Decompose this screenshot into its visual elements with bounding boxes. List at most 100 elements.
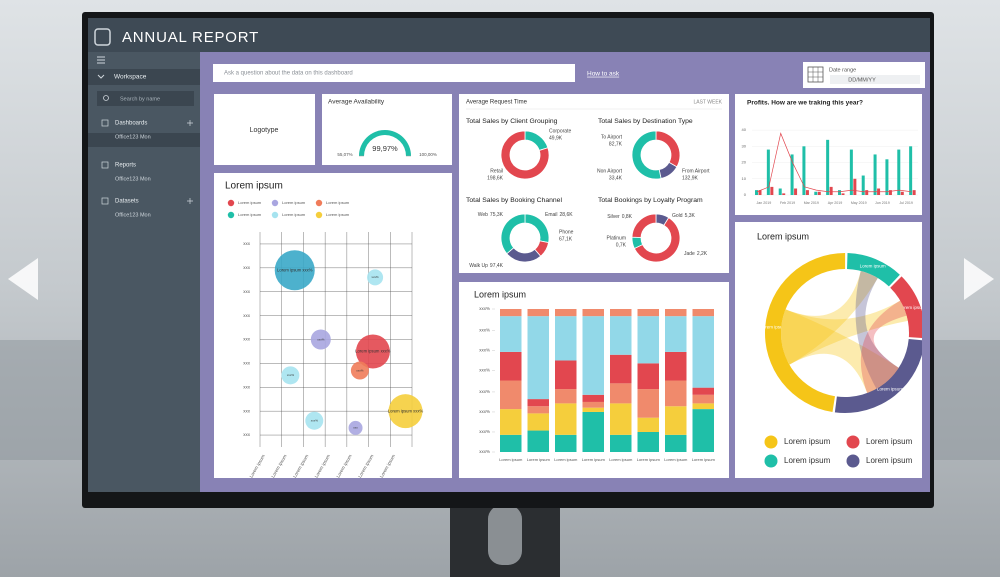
label: Lorem ipsum: [238, 200, 262, 205]
bubble: [310, 329, 331, 350]
bar: [766, 149, 770, 195]
bar: [909, 146, 913, 195]
label[interactable]: Office123 Mon: [115, 176, 151, 182]
bar-segment: [692, 403, 714, 410]
label: 49,9K: [549, 135, 563, 141]
label: Lorem ipsum: [225, 181, 283, 192]
bubble: [350, 361, 369, 380]
bar-segment: [527, 316, 549, 400]
prev-arrow[interactable]: [8, 258, 38, 300]
date-input[interactable]: [830, 75, 920, 84]
label[interactable]: Office123 Mon: [115, 212, 151, 218]
bar-segment: [582, 407, 604, 412]
bar-segment: [555, 360, 577, 390]
label: Lorem ipsum: [326, 212, 350, 217]
bar-segment: [665, 351, 687, 381]
bubble-label: xxx%: [371, 275, 379, 279]
chord-arc: [765, 253, 846, 413]
label: Lorem ipsum: [860, 264, 886, 269]
label[interactable]: Reports: [115, 163, 136, 169]
y-tick-label: xxx%: [479, 389, 490, 394]
label: Lorem ipsum: [866, 437, 913, 446]
x-tick-label: Jan 2019: [756, 201, 771, 205]
donut-slice: [631, 130, 662, 180]
label: Lorem ipsum: [282, 212, 306, 217]
slice-name: Web: [478, 212, 488, 218]
slice-value: 97,4K: [490, 263, 504, 269]
bar-segment: [610, 383, 632, 404]
slice-value: 28,6K: [560, 212, 574, 218]
x-tick-label: Lorem ipsum: [664, 457, 688, 462]
line: [756, 132, 912, 193]
x-tick-label: Lorem ipsum: [609, 457, 633, 462]
label: 82,7K: [609, 141, 623, 147]
next-arrow[interactable]: [964, 258, 994, 300]
bar: [814, 191, 818, 195]
bar: [888, 190, 892, 195]
bar: [755, 190, 758, 195]
menu-icon[interactable]: [97, 56, 105, 64]
slice-value: 5,3K: [685, 213, 696, 219]
bar-segment: [500, 434, 522, 452]
gauge-min: 55,07%: [337, 152, 352, 157]
add-icon[interactable]: [187, 120, 193, 126]
legend-dot: [846, 435, 860, 449]
legend-dot: [227, 199, 235, 207]
label: Lorem ipsum: [784, 437, 831, 446]
bar: [861, 175, 865, 195]
bubble: [355, 334, 390, 369]
chord-ribbon: [781, 270, 878, 365]
y-tick-label: xxx: [243, 313, 251, 318]
chord-ribbon: [860, 300, 907, 394]
content: Workspace Search by name Dashboards Office1…: [88, 56, 925, 479]
bubble-label: xxx: [353, 426, 358, 430]
label: Lorem ipsum: [757, 231, 809, 241]
bar-segment: [582, 309, 604, 317]
bar-segment: [582, 316, 604, 395]
bar-segment: [665, 434, 687, 452]
bar-segment: [527, 430, 549, 452]
slice-name: Email: [545, 212, 558, 218]
bar-segment: [527, 413, 549, 431]
bubble: [274, 250, 315, 291]
donut-slice: [631, 213, 657, 238]
label: Total Sales by Booking Channel: [466, 197, 562, 204]
bar: [912, 190, 916, 195]
bar-segment: [665, 380, 687, 407]
bar: [805, 190, 809, 195]
search-box[interactable]: [97, 91, 194, 106]
y-tick-label: 40: [742, 127, 747, 132]
add-icon[interactable]: [187, 198, 193, 204]
question-box[interactable]: [213, 64, 575, 82]
y-tick-label: 10: [742, 176, 747, 181]
label: Lorem ipsum: [866, 456, 913, 465]
label: Non Airport: [597, 168, 623, 174]
slice-label: Walk Up 97,4K: [469, 263, 503, 269]
bar: [885, 159, 889, 195]
label[interactable]: How to ask: [587, 71, 620, 78]
app-icon[interactable]: [94, 28, 111, 46]
label: DD/MM/YY: [848, 77, 876, 83]
label[interactable]: Datasets: [115, 199, 139, 205]
workspace-row[interactable]: [88, 69, 200, 85]
bar-segment: [500, 380, 522, 410]
y-tick-label: xxx%: [479, 328, 490, 333]
label: Corporate: [549, 128, 571, 134]
y-tick-label: 0: [744, 192, 747, 197]
label[interactable]: Office123 Mon: [115, 134, 151, 140]
bar-segment: [665, 309, 687, 317]
label[interactable]: Dashboards: [115, 121, 147, 127]
label: 33,4K: [609, 175, 623, 181]
label: Lorem ipsum: [760, 324, 786, 329]
legend-dot: [271, 211, 279, 219]
bar-segment: [665, 316, 687, 352]
sidebar: [88, 52, 200, 492]
y-tick-label: xxx%: [479, 429, 490, 434]
y-tick-label: xxx%: [479, 306, 490, 311]
selected-item[interactable]: [88, 133, 200, 147]
chord-arc: [890, 276, 922, 338]
x-tick-label: Lorem ipsum: [499, 457, 523, 462]
bar: [778, 188, 782, 195]
section-icon: [101, 197, 109, 205]
card: [214, 94, 315, 165]
